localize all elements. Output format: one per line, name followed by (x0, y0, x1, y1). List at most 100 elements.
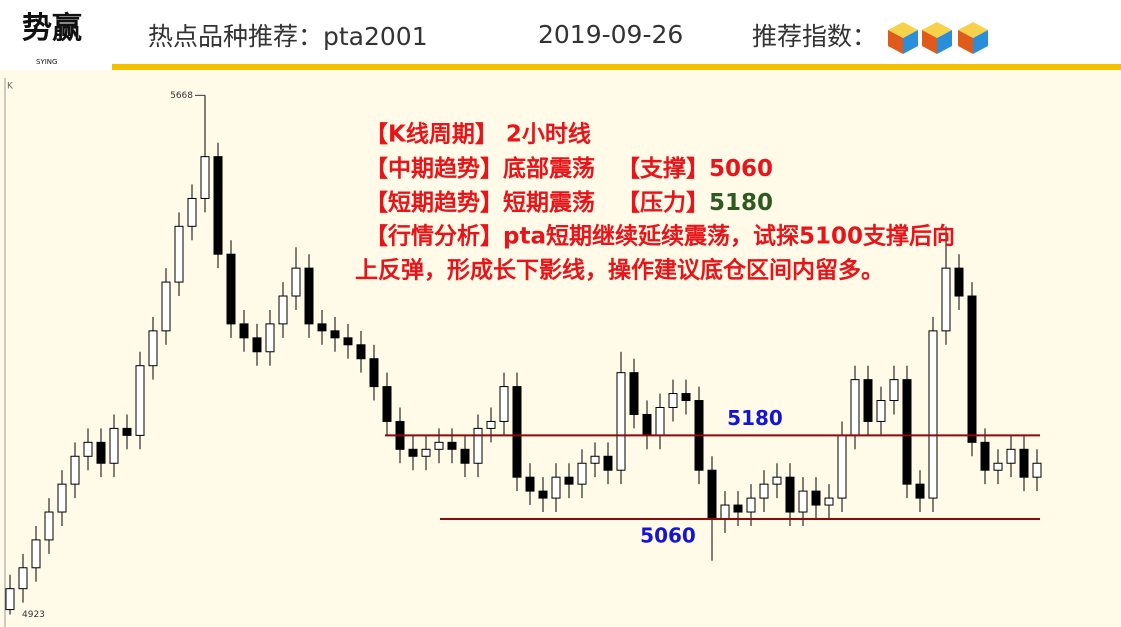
resistance-value: 5180 (709, 190, 773, 216)
candle-body (265, 323, 275, 353)
title: 热点品种推荐：pta2001 (148, 22, 428, 51)
date: 2019-09-26 (538, 20, 683, 49)
header-bar (112, 64, 1121, 70)
candle-body (811, 490, 821, 506)
resistance-label: 5180 (727, 406, 783, 430)
candle-body (759, 483, 769, 499)
low-label: 4923 (22, 610, 45, 620)
annotation: 【短期趋势】短期震荡 【压力】5180 (365, 189, 773, 216)
candle-body (512, 386, 522, 478)
candle-body (837, 434, 847, 499)
candle-body (252, 337, 262, 353)
candle-body (720, 504, 730, 520)
annotation-part: 【压力】 (617, 190, 709, 216)
candle-body (902, 379, 912, 485)
candle-body (889, 379, 899, 402)
candle-body (57, 483, 67, 513)
candle-body (226, 253, 236, 325)
candle-body (5, 588, 15, 611)
rating-label: 推荐指数： (752, 22, 877, 51)
support-value: 5060 (709, 156, 773, 182)
candle-body (356, 344, 366, 360)
candle-body (551, 476, 561, 499)
annotation: 【行情分析】pta短期继续延续震荡，试探5100支撑后向 (365, 223, 955, 250)
candle-body (1019, 448, 1029, 478)
candle-body (629, 372, 639, 415)
candle-body (213, 156, 223, 255)
candle-body (135, 365, 145, 436)
candle-body (382, 386, 392, 422)
chart-background (0, 70, 1121, 627)
candle-body (707, 469, 717, 520)
rating-icons (888, 22, 988, 54)
candle-body (980, 441, 990, 471)
candle-body (1006, 448, 1016, 464)
candle-body (460, 448, 470, 464)
candle-body (967, 295, 977, 443)
candle-body (109, 427, 119, 464)
candle-body (44, 511, 54, 541)
candle-body (200, 156, 210, 199)
support-label: 5060 (640, 523, 696, 547)
candle-body (642, 413, 652, 436)
candle-body (993, 462, 1003, 471)
candle-body (655, 407, 665, 436)
annotation-part: 【中期趋势】底部震荡 (365, 155, 595, 182)
candle-body (733, 504, 743, 513)
candle-body (525, 476, 535, 492)
candle-body (408, 448, 418, 457)
annotation: 【中期趋势】底部震荡 【支撑】5060 (365, 155, 773, 182)
candle-body (772, 476, 782, 485)
candle-body (18, 567, 28, 590)
candle-body (668, 393, 678, 409)
candle-body (863, 379, 873, 422)
candle-body (317, 323, 327, 332)
candle-body (434, 441, 444, 450)
logo-sub: SYING (36, 58, 57, 66)
candle-body (473, 427, 483, 464)
candle-body (824, 497, 834, 506)
candle-body (1032, 462, 1042, 478)
candle-body (161, 281, 171, 332)
candle-body (174, 225, 184, 283)
candle-body (681, 393, 691, 402)
candle-body (70, 455, 80, 485)
candle-body (564, 476, 574, 485)
candle-body (31, 539, 41, 569)
logo: 势赢 (22, 11, 82, 46)
candle-body (785, 476, 795, 513)
candle-body (486, 420, 496, 429)
candle-body (798, 490, 808, 513)
candle-body (421, 448, 431, 457)
candle-body (369, 358, 379, 388)
candle-body (616, 372, 626, 471)
candle-body (928, 330, 938, 499)
candle-body (304, 267, 314, 325)
candle-body (590, 455, 600, 464)
high-label: 5668 (170, 91, 193, 101)
candle-body (876, 400, 886, 422)
annotation-part: 【支撑】 (617, 156, 709, 182)
annotation-part: 【短期趋势】短期震荡 (365, 189, 595, 216)
candle-body (187, 197, 197, 227)
candle-body (915, 483, 925, 499)
annotation: 【K线周期】 2小时线 (365, 121, 591, 148)
candle-body (603, 455, 613, 471)
candle-body (239, 323, 249, 339)
candle-body (83, 441, 93, 457)
candle-body (954, 267, 964, 297)
candle-body (330, 330, 340, 339)
candles (5, 95, 1042, 615)
candle-body (499, 386, 509, 422)
candle-body (746, 497, 756, 513)
candle-body (538, 490, 548, 499)
candle-body (577, 462, 587, 485)
candle-body (291, 267, 301, 297)
candle-body (850, 379, 860, 436)
annotation: 上反弹，形成长下影线，操作建议底仓区间内留多。 (355, 257, 884, 284)
axis-label: K (7, 82, 14, 92)
candle-body (343, 337, 353, 346)
candle-body (447, 441, 457, 450)
candle-body (148, 330, 158, 367)
